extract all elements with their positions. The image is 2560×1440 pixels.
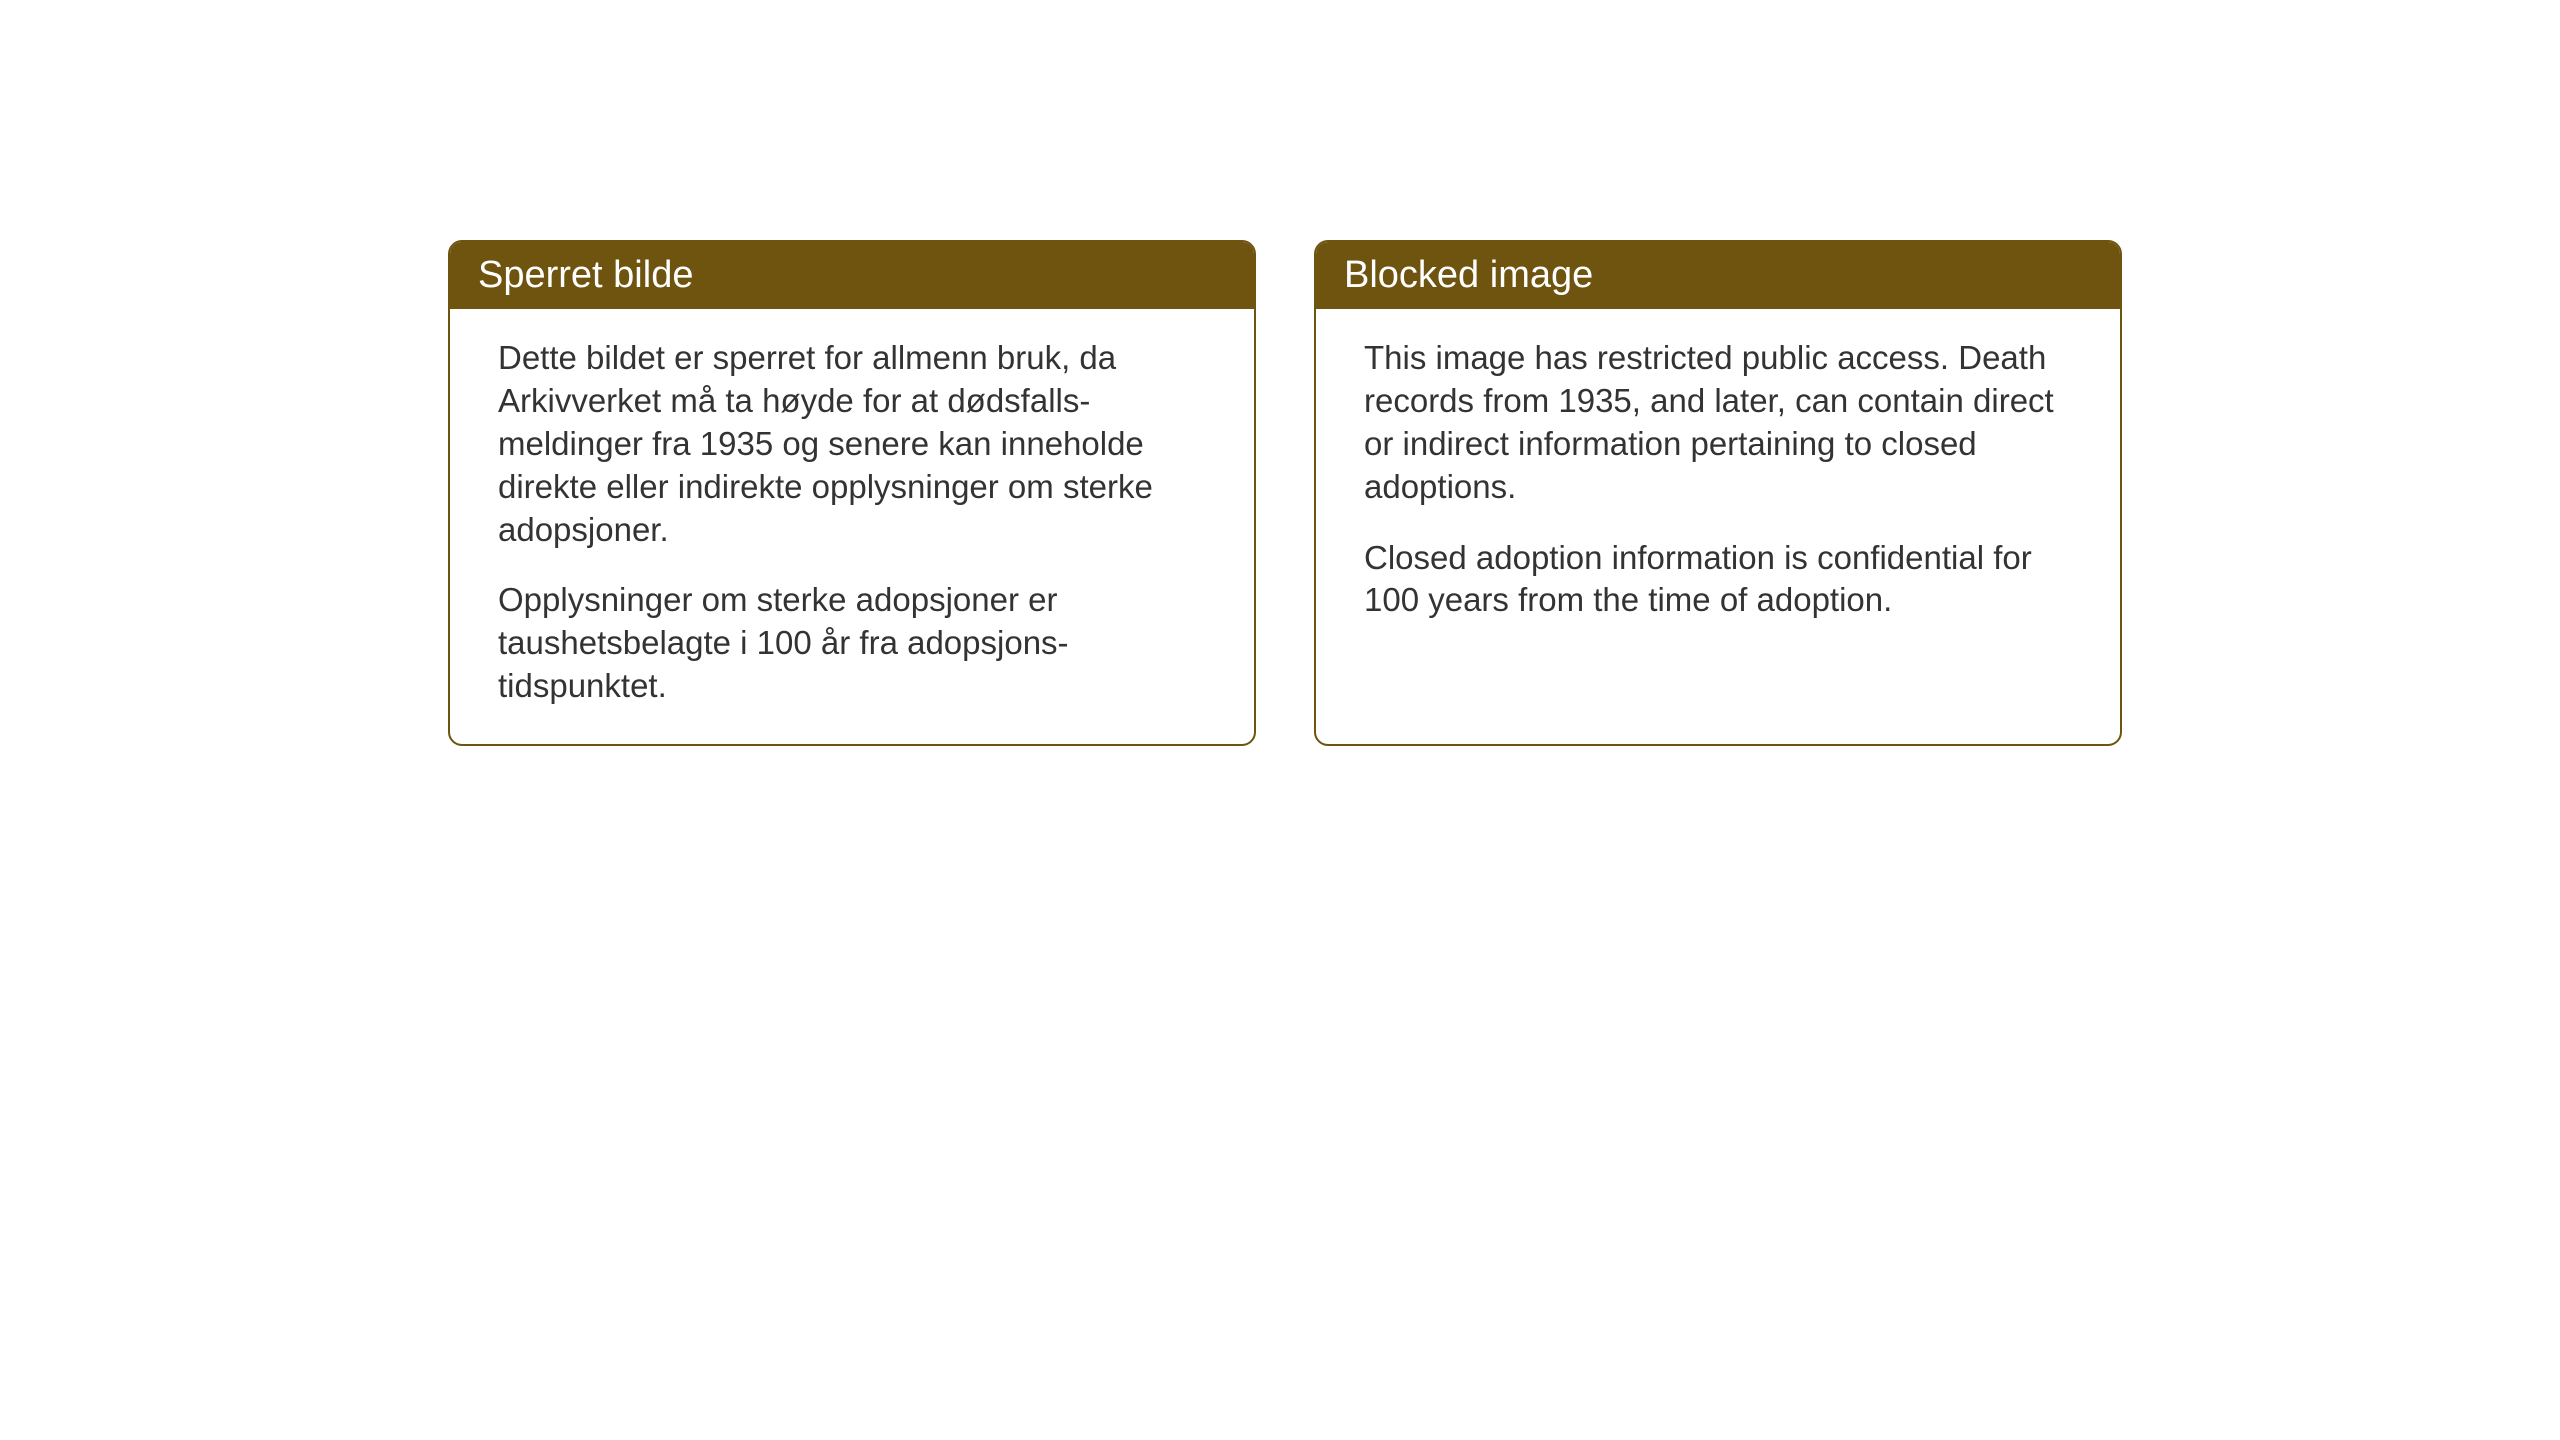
card-paragraph-norwegian-1: Dette bildet er sperret for allmenn bruk… [498, 337, 1206, 551]
card-body-english: This image has restricted public access.… [1316, 309, 2120, 701]
notice-container: Sperret bilde Dette bildet er sperret fo… [448, 240, 2122, 746]
card-paragraph-norwegian-2: Opplysninger om sterke adopsjoner er tau… [498, 579, 1206, 708]
card-header-norwegian: Sperret bilde [450, 242, 1254, 309]
card-title-norwegian: Sperret bilde [478, 254, 693, 296]
notice-card-norwegian: Sperret bilde Dette bildet er sperret fo… [448, 240, 1256, 746]
card-title-english: Blocked image [1344, 254, 1593, 296]
card-paragraph-english-1: This image has restricted public access.… [1364, 337, 2072, 509]
card-body-norwegian: Dette bildet er sperret for allmenn bruk… [450, 309, 1254, 744]
notice-card-english: Blocked image This image has restricted … [1314, 240, 2122, 746]
card-header-english: Blocked image [1316, 242, 2120, 309]
card-paragraph-english-2: Closed adoption information is confident… [1364, 537, 2072, 623]
